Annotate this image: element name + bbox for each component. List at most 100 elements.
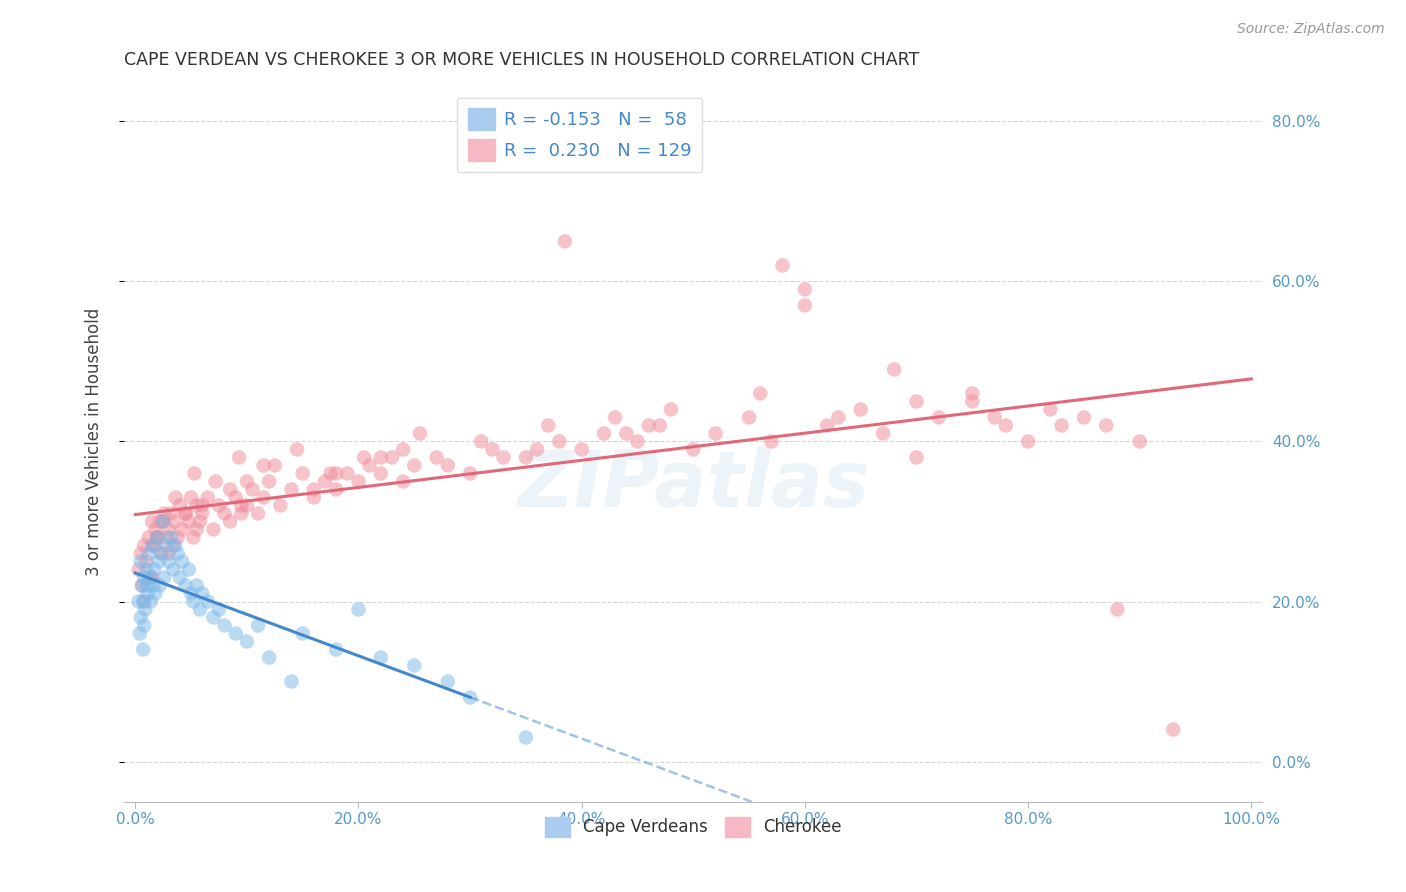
Point <box>157 554 180 568</box>
Point <box>928 410 950 425</box>
Text: CAPE VERDEAN VS CHEROKEE 3 OR MORE VEHICLES IN HOUSEHOLD CORRELATION CHART: CAPE VERDEAN VS CHEROKEE 3 OR MORE VEHIC… <box>124 51 920 69</box>
Point <box>492 450 515 465</box>
Point <box>208 499 231 513</box>
Point <box>183 467 205 481</box>
Point <box>177 515 200 529</box>
Point <box>614 426 637 441</box>
Point <box>526 442 548 457</box>
Point <box>152 515 174 529</box>
Point <box>208 602 231 616</box>
Point <box>183 531 205 545</box>
Point <box>228 450 250 465</box>
Point <box>761 434 783 449</box>
Point <box>436 674 458 689</box>
Point <box>166 531 188 545</box>
Point <box>392 442 415 457</box>
Point <box>458 467 481 481</box>
Point <box>142 539 165 553</box>
Point <box>409 426 432 441</box>
Point <box>1095 418 1118 433</box>
Point <box>134 570 156 584</box>
Point <box>319 467 342 481</box>
Point <box>174 507 197 521</box>
Point <box>153 570 176 584</box>
Point <box>191 499 214 513</box>
Point <box>174 578 197 592</box>
Point <box>131 578 153 592</box>
Point <box>162 562 184 576</box>
Point <box>370 450 392 465</box>
Point <box>145 586 167 600</box>
Point <box>426 450 449 465</box>
Point <box>314 475 336 489</box>
Point <box>470 434 492 449</box>
Point <box>359 458 381 473</box>
Point <box>236 499 259 513</box>
Point <box>1161 723 1184 737</box>
Point <box>257 475 280 489</box>
Point <box>458 690 481 705</box>
Point <box>481 442 503 457</box>
Point <box>537 418 560 433</box>
Point <box>219 515 242 529</box>
Point <box>236 634 259 648</box>
Point <box>141 515 163 529</box>
Point <box>793 298 815 312</box>
Point <box>659 402 682 417</box>
Point <box>129 554 152 568</box>
Point <box>253 491 276 505</box>
Point <box>247 618 270 632</box>
Point <box>637 418 659 433</box>
Point <box>177 562 200 576</box>
Point <box>392 475 415 489</box>
Point <box>682 442 704 457</box>
Point <box>146 531 169 545</box>
Point <box>370 650 392 665</box>
Point <box>191 507 214 521</box>
Point <box>1039 402 1062 417</box>
Point <box>128 562 150 576</box>
Point <box>269 499 291 513</box>
Point <box>135 578 157 592</box>
Point <box>150 547 173 561</box>
Point <box>146 531 169 545</box>
Point <box>188 515 211 529</box>
Point <box>136 586 159 600</box>
Point <box>197 491 219 505</box>
Point <box>129 610 152 624</box>
Point <box>231 507 253 521</box>
Point <box>134 539 156 553</box>
Point <box>962 386 984 401</box>
Point <box>135 554 157 568</box>
Point <box>1050 418 1073 433</box>
Point <box>191 586 214 600</box>
Point <box>749 386 772 401</box>
Point <box>138 531 160 545</box>
Point <box>872 426 894 441</box>
Point <box>139 570 162 584</box>
Point <box>827 410 849 425</box>
Point <box>186 578 208 592</box>
Point <box>962 394 984 409</box>
Point <box>180 586 202 600</box>
Point <box>515 731 537 745</box>
Point <box>231 499 253 513</box>
Text: Source: ZipAtlas.com: Source: ZipAtlas.com <box>1237 22 1385 37</box>
Point <box>280 674 302 689</box>
Point <box>128 626 150 640</box>
Point <box>135 562 157 576</box>
Point <box>152 515 174 529</box>
Point <box>202 610 225 624</box>
Point <box>593 426 616 441</box>
Point <box>883 362 905 376</box>
Point <box>905 450 928 465</box>
Point <box>436 458 458 473</box>
Point <box>139 570 162 584</box>
Point <box>236 475 259 489</box>
Point <box>134 618 156 632</box>
Point <box>404 458 426 473</box>
Point <box>160 531 183 545</box>
Point <box>148 554 170 568</box>
Point <box>145 523 167 537</box>
Point <box>165 539 187 553</box>
